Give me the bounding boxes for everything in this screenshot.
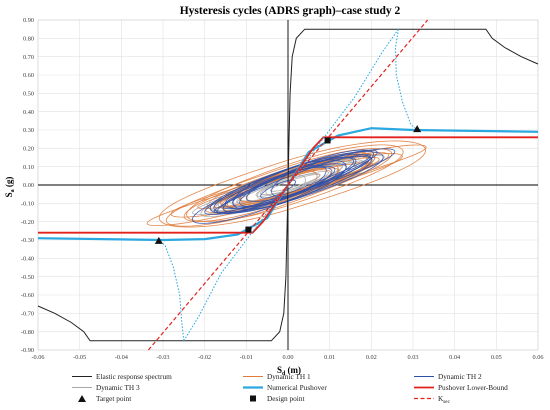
legend-target-swatch [78,395,86,402]
design-point-marker [324,137,331,144]
spectrum-series-line [37,184,289,342]
y-tick-label: 0.90 [23,17,34,24]
legend-item-numerical: Numerical Pushover [243,383,327,392]
y-tick-label: 0.00 [23,182,34,189]
series-layer [37,19,539,351]
th2-loop [260,179,297,199]
x-tick-label: 0.01 [324,354,335,361]
legend-label: Dynamic TH 3 [96,383,140,392]
legend-item-target: Target point [78,394,131,403]
y-tick-label: -0.90 [21,347,34,354]
chart-title: Hysteresis cycles (ADRS graph)–case stud… [180,5,401,17]
legend-item-th3: Dynamic TH 3 [72,383,140,392]
x-axis-label-rest: (m) [285,365,301,375]
numerical_dotted-series-line [158,239,185,341]
y-tick-label: 0.30 [23,127,34,134]
legend-label: Target point [96,394,131,403]
ksec-series-line [147,19,429,351]
x-axis-label-sub: d [282,371,286,377]
y-axis-label-main: S [4,192,14,197]
y-tick-label: 0.10 [23,164,34,171]
x-tick-label: -0.05 [73,354,86,361]
x-tick-label: -0.06 [31,354,44,361]
y-tick-label: 0.40 [23,109,34,116]
y-axis-label-sub: a [10,189,16,192]
x-tick-label: 0.03 [407,354,418,361]
x-tick-label: 0.02 [366,354,377,361]
legend-item-spectrum: Elastic response spectrum [72,372,172,381]
y-tick-label: 0.50 [23,91,34,98]
x-tick-label: -0.02 [198,354,211,361]
y-tick-label: -0.20 [21,219,34,226]
target-point-marker [154,236,163,244]
spectrum-series-line [287,28,539,186]
y-tick-label: 0.60 [23,72,34,79]
th2-loop [232,165,336,207]
y-tick-label: 0.70 [23,54,34,61]
y-tick-label: -0.80 [21,329,34,336]
x-tick-label: 0.00 [282,354,293,361]
legend: Elastic response spectrum Dynamic TH 1 Dyn… [72,372,508,405]
hysteresis-loops-layer [146,140,427,228]
y-tick-label: -0.40 [21,256,34,263]
x-tick-label: 0.04 [449,354,461,361]
x-tick-label: -0.03 [156,354,169,361]
y-tick-label: 0.80 [23,36,34,43]
legend-label: Dynamic TH 1 [267,372,311,381]
legend-label: Pushover Lower-Bound [438,383,508,392]
legend-label: Elastic response spectrum [96,372,172,381]
th1-loop [158,140,427,228]
y-tick-label: 0.20 [23,146,34,153]
legend-item-th1: Dynamic TH 1 [243,372,311,381]
th1-loop [165,148,393,227]
x-axis-label: Sd (m) [277,365,301,377]
legend-item-th2: Dynamic TH 2 [414,372,482,381]
th2-loop [191,149,374,224]
th1-loop [186,144,404,222]
y-axis-label: Sa (g) [4,177,16,198]
legend-item-design: Design point [250,394,305,403]
numerical_dotted-series-line [183,184,289,342]
th2-loop [209,151,384,215]
legend-label: Numerical Pushover [267,383,327,392]
y-tick-label: -0.70 [21,311,34,318]
legend-label: Dynamic TH 2 [438,372,482,381]
y-tick-label: -0.60 [21,292,34,299]
x-tick-label: -0.01 [240,354,253,361]
th2-loop [232,159,347,210]
design-point-marker [245,226,252,233]
y-tick-label: -0.10 [21,201,34,208]
y-tick-label: -0.30 [21,237,34,244]
legend-label: Ksec [438,394,451,405]
x-tick-label: -0.04 [115,354,129,361]
th2-loop [239,156,357,207]
legend-item-lower_bound: Pushover Lower-Bound [414,383,508,392]
y-axis-label-rest: (g) [4,177,14,190]
x-axis-label-main: S [277,365,282,375]
marker-layer [154,125,422,244]
tick-labels-layer: -0.06 -0.05 -0.04 -0.03 -0.02 -0.01 0.00 0.01 0.… [21,17,544,361]
target-point-marker [413,125,422,133]
x-tick-label: 0.06 [532,354,543,361]
legend-label: Design point [267,394,305,403]
legend-item-ksec: Ksec [414,394,451,405]
legend-design-swatch [250,395,256,402]
th2-loop [213,154,371,214]
x-tick-label: 0.05 [491,354,502,361]
y-tick-label: -0.50 [21,274,34,281]
